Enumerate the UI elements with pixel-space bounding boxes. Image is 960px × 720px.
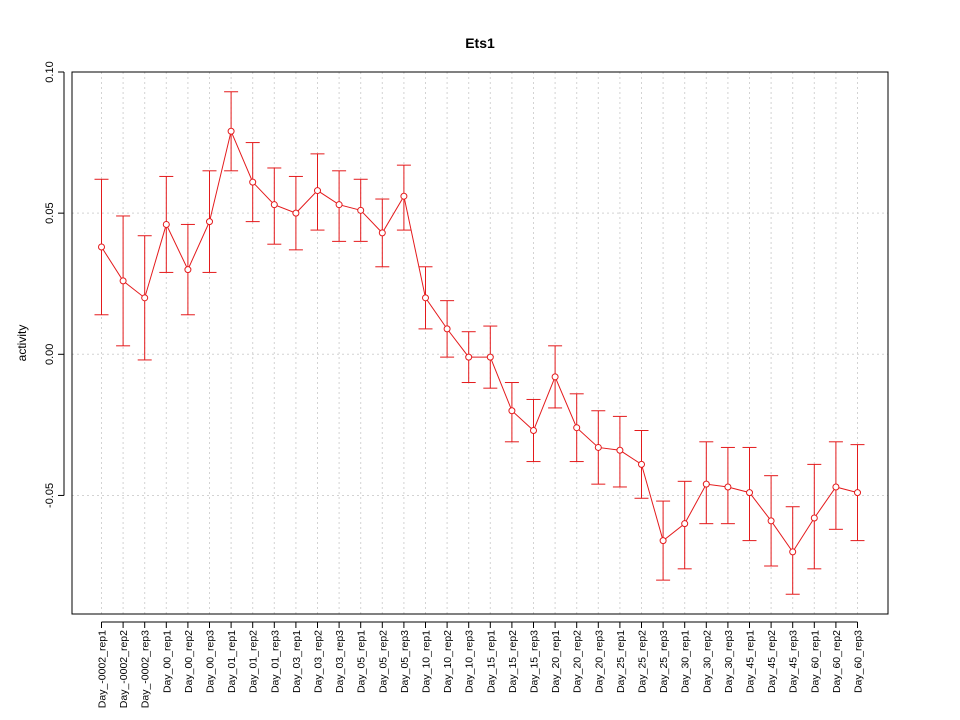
x-tick-label: Day_00_rep1 [161,630,173,693]
x-tick-label: Day_45_rep2 [766,630,778,693]
x-tick-label: Day_-0002_rep2 [118,630,130,708]
x-tick-label: Day_-0002_rep3 [140,630,152,708]
data-point [832,483,840,491]
data-point [335,201,343,209]
x-tick-label: Day_30_rep2 [701,630,713,693]
data-point [486,353,494,361]
data-point [508,407,516,415]
data-point [724,483,732,491]
data-point [573,424,581,432]
axes: -0.05 0.00 0.05 0.10 Day_-0002_rep1 Day_-0002… [44,61,865,708]
x-tick-label: Day_30_rep1 [680,630,692,693]
data-point [443,325,451,333]
x-tick-label: Day_60_rep3 [853,630,865,693]
x-tick-label: Day_45_rep1 [745,630,757,693]
data-point [746,489,753,497]
data-point [465,353,473,361]
data-point [594,443,602,451]
x-tick-label: Day_60_rep1 [809,630,821,693]
x-tick-label: Day_03_rep1 [291,630,303,693]
data-point [314,187,321,195]
x-tick-label: Day_10_rep1 [421,630,433,693]
x-tick-label: Day_20_rep1 [550,630,562,693]
chart-title: Ets1 [465,35,495,51]
x-tick-label: Day_25_rep1 [615,630,627,693]
data-point [270,201,278,209]
x-tick-label: Day_15_rep2 [507,630,519,693]
data-point [854,489,861,497]
y-axis-label: activity [15,325,29,362]
grid [72,71,888,614]
x-tick-label: Day_05_rep1 [356,630,368,693]
x-tick-label: Day_01_rep3 [269,630,281,693]
data-point [162,220,170,228]
y-tick-label: 0.00 [44,344,56,365]
x-tick-label: Day_05_rep2 [377,630,389,693]
x-tick-label: Day_25_rep3 [658,630,670,693]
x-tick-label: Day_30_rep3 [723,630,735,693]
data-point [659,537,667,545]
x-tick-label: Day_03_rep3 [334,630,346,693]
x-tick-label: Day_15_rep3 [529,630,541,693]
data-point [98,243,105,251]
data-point [119,277,127,285]
x-tick-label: Day_20_rep2 [572,630,584,693]
x-tick-label: Day_-0002_rep1 [97,630,109,708]
y-tick-label: -0.05 [44,483,56,508]
x-tick-label: Day_05_rep3 [399,630,411,693]
x-tick-label: Day_10_rep3 [464,630,476,693]
data-point [400,192,408,200]
data-point [422,294,429,302]
x-tick-label: Day_01_rep2 [248,630,260,693]
x-tick-label: Day_20_rep3 [593,630,605,693]
data-point [767,517,775,525]
x-tick-label: Day_45_rep3 [788,630,800,693]
series [94,91,865,595]
data-point [378,229,386,237]
plot-frame [71,71,889,615]
data-point [206,218,213,226]
x-tick-label: Day_00_rep3 [205,630,217,693]
x-tick-label: Day_03_rep2 [313,630,325,693]
data-point [551,373,559,381]
data-point [702,480,710,488]
data-point [789,548,797,556]
data-point [249,178,257,186]
data-point [530,427,537,435]
data-point [681,520,689,528]
x-tick-label: Day_01_rep1 [226,630,238,693]
x-tick-label: Day_25_rep2 [637,630,649,693]
x-tick-label: Day_60_rep2 [831,630,843,693]
data-point [292,209,300,217]
x-tick-label: Day_00_rep2 [183,630,195,693]
data-point [638,460,645,468]
x-tick-label: Day_15_rep1 [485,630,497,693]
data-point [357,206,365,214]
data-point [141,294,149,302]
y-tick-label: 0.10 [44,61,56,82]
data-point [810,514,818,522]
data-point [184,266,192,274]
x-tick-label: Day_10_rep2 [442,630,454,693]
y-tick-label: 0.05 [44,202,56,223]
data-point [616,446,624,454]
data-point [227,127,235,135]
series-line [101,129,858,553]
